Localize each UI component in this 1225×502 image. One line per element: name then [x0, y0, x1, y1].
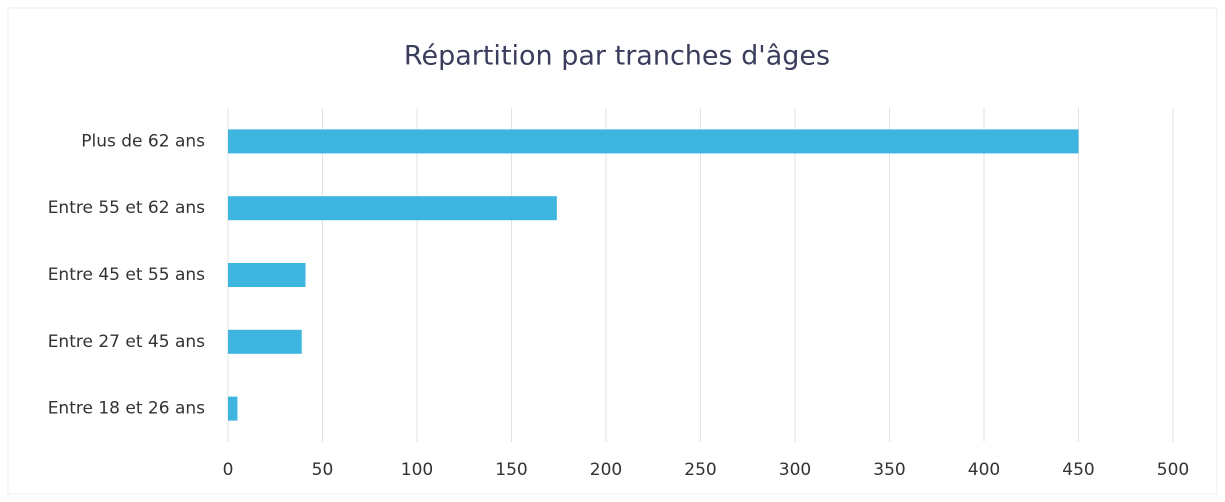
bar: [228, 129, 1079, 154]
x-tick-label: 400: [968, 460, 1000, 480]
x-tick-label: 100: [401, 460, 433, 480]
bar: [228, 196, 557, 221]
x-tick-label: 0: [223, 460, 234, 480]
bar: [228, 396, 238, 421]
x-tick-label: 250: [684, 460, 716, 480]
chart-border: [7, 7, 1218, 495]
bar: [228, 263, 306, 287]
x-tick-label: 150: [495, 460, 527, 480]
y-tick-label: Entre 55 et 62 ans: [48, 198, 205, 218]
chart-title: Répartition par tranches d'âges: [404, 41, 830, 72]
x-tick-label: 200: [590, 460, 622, 480]
x-tick-label: 50: [312, 460, 334, 480]
x-tick-label: 300: [779, 460, 811, 480]
x-tick-label: 350: [873, 460, 905, 480]
bar: [228, 329, 302, 354]
y-tick-label: Entre 18 et 26 ans: [48, 399, 205, 419]
y-tick-label: Plus de 62 ans: [81, 131, 205, 151]
y-tick-label: Entre 45 et 55 ans: [48, 265, 205, 285]
x-tick-label: 500: [1157, 460, 1189, 480]
x-tick-label: 450: [1062, 460, 1094, 480]
y-tick-label: Entre 27 et 45 ans: [48, 332, 205, 352]
